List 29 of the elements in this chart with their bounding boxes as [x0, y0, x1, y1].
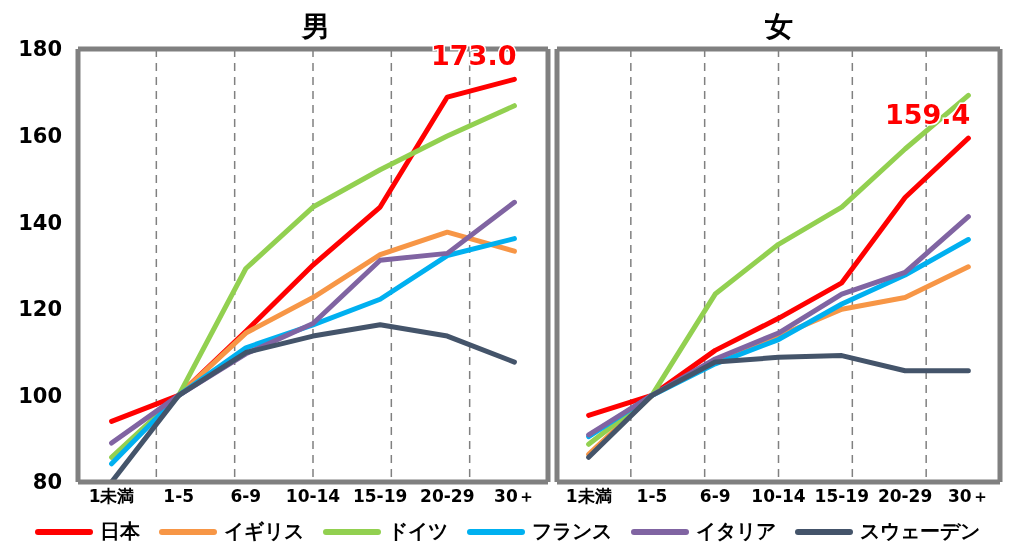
- y-tick-label: 80: [32, 470, 62, 495]
- legend-label: イギリス: [223, 518, 304, 545]
- y-tick-label: 140: [18, 210, 62, 235]
- y-tick-label: 180: [18, 37, 62, 62]
- x-tick-label: 10-14: [285, 486, 341, 507]
- y-tick-label: 120: [18, 297, 62, 322]
- legend-label: フランス: [531, 518, 612, 545]
- y-tick-label: 100: [18, 383, 62, 408]
- x-tick-label: 1-5: [636, 486, 668, 507]
- legend-label: ドイツ: [387, 518, 448, 545]
- x-tick-label: 30＋: [948, 486, 989, 507]
- x-tick-label: 1未満: [88, 486, 135, 507]
- data-label: 173.0: [431, 40, 517, 72]
- x-tick-label: 15-19: [352, 486, 408, 507]
- x-tick-label: 15-19: [814, 486, 869, 507]
- y-tick-label: 160: [18, 124, 62, 149]
- x-tick-label: 10-14: [751, 486, 806, 507]
- x-tick-label: 20-29: [420, 486, 475, 507]
- chart-title: 男: [301, 10, 330, 43]
- x-tick-label: 20-29: [877, 486, 933, 507]
- x-tick-label: 1未満: [565, 486, 612, 507]
- legend-label: スウェーデン: [859, 518, 980, 545]
- x-tick-label: 1-5: [163, 486, 195, 507]
- legend-label: 日本: [99, 518, 140, 545]
- chart-title: 女: [764, 10, 794, 44]
- x-tick-label: 30＋: [494, 486, 535, 507]
- x-tick-label: 6-9: [699, 486, 731, 507]
- x-tick-label: 6-9: [230, 486, 262, 507]
- legend-label: イタリア: [695, 518, 776, 545]
